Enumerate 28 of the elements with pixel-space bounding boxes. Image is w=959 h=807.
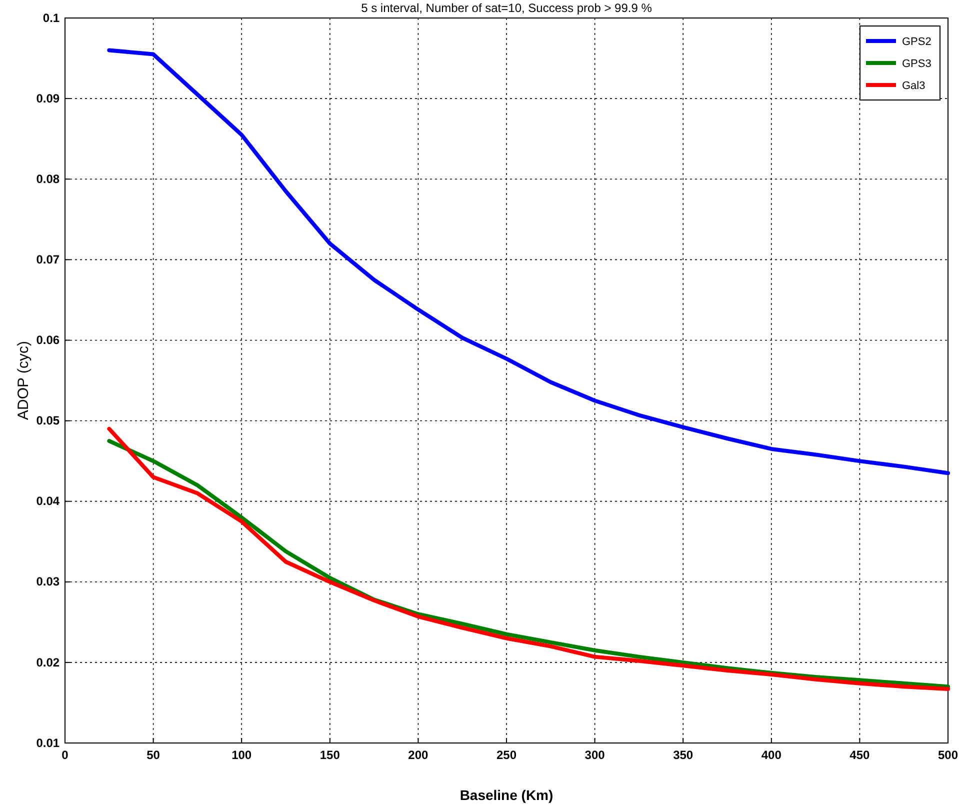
x-axis-title: Baseline (Km) <box>460 787 554 803</box>
y-tick-label: 0.04 <box>36 494 60 508</box>
y-tick-label: 0.01 <box>36 736 60 750</box>
x-tick-label: 350 <box>673 748 694 762</box>
y-tick-label: 0.03 <box>36 574 60 589</box>
y-tick-label: 0.1 <box>42 10 60 25</box>
x-tick-label: 200 <box>408 748 429 762</box>
line-series <box>107 48 950 476</box>
y-tick-label: 0.05 <box>36 414 60 428</box>
x-tick-label: 0 <box>62 748 69 762</box>
y-axis-title: ADOP (cyc) <box>15 341 32 420</box>
y-tick-label: 0.09 <box>36 91 60 106</box>
legend-label: GPS3 <box>902 58 932 70</box>
chart-title: 5 s interval, Number of sat=10, Success prob > 99.9 % <box>361 1 652 15</box>
x-tick-label: 300 <box>584 748 606 762</box>
x-tick-label: 450 <box>850 748 870 762</box>
x-tick-label: 100 <box>232 748 252 762</box>
y-tick-label: 0.02 <box>36 655 60 670</box>
x-tick-label: 500 <box>938 748 958 762</box>
x-tick-label: 400 <box>761 748 782 762</box>
x-tick-label: 150 <box>320 748 340 762</box>
y-tick-label: 0.06 <box>36 333 60 348</box>
y-tick-label: 0.08 <box>36 172 60 186</box>
x-tick-label: 50 <box>146 748 160 762</box>
y-tick-label: 0.07 <box>36 252 60 267</box>
x-tick-label: 250 <box>496 748 517 762</box>
legend-label: GPS2 <box>902 36 932 48</box>
legend-label: Gal3 <box>902 80 926 92</box>
